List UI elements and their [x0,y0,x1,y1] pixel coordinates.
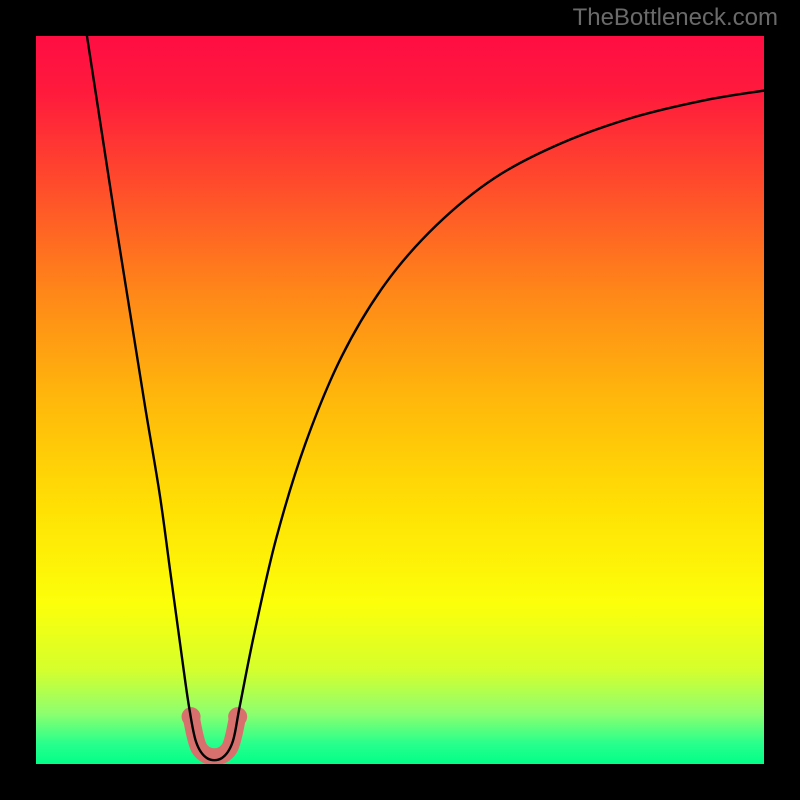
watermark-text: TheBottleneck.com [573,4,778,32]
stage: TheBottleneck.com [0,0,800,800]
gradient-background [36,36,764,764]
plot-area [36,36,764,764]
